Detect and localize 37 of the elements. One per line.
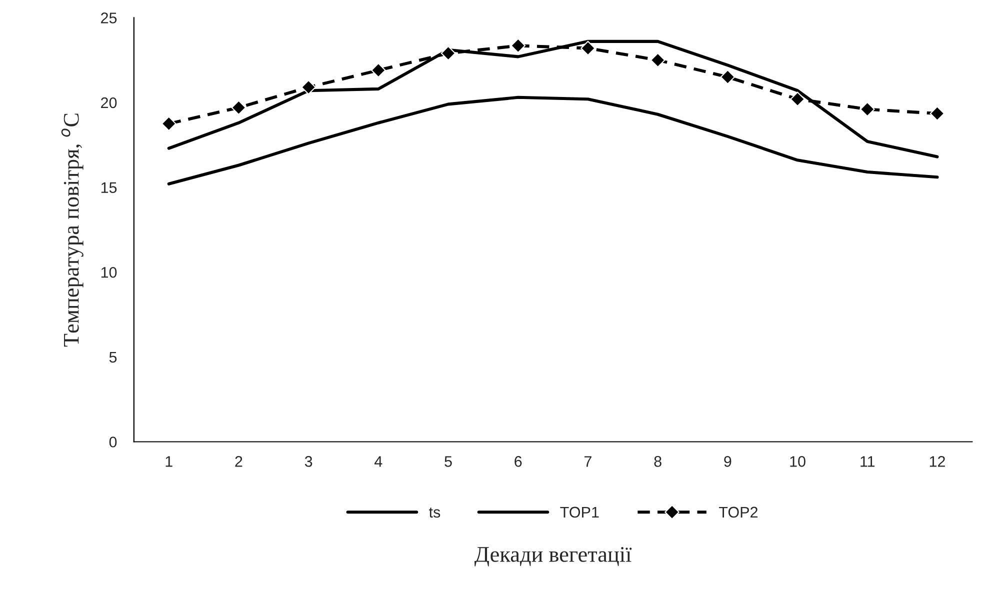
x-tick-label: 5 [444,456,452,467]
legend-label: ts [429,508,440,518]
point [231,100,246,115]
x-tick-label: 2 [235,456,242,467]
x-axis-title: Декади вегетації [474,546,632,566]
point [301,80,316,95]
x-tick-label: 4 [374,456,382,467]
point [790,92,805,106]
point [860,102,875,117]
x-tick-label: 10 [790,456,806,467]
y-tick-label: 25 [101,12,117,24]
y-axis-title: Температура повітря, $^{o}$C [61,114,84,347]
point [650,52,666,68]
point [580,40,596,56]
x-tick-label: 8 [654,456,662,467]
line-series [167,96,939,186]
y-tick-label: 10 [101,266,117,278]
x-tick-label: 7 [584,456,592,467]
y-tick-label: 20 [101,97,117,108]
x-tick-label: 3 [304,456,312,467]
x-tick-label: 1 [166,456,172,467]
point [161,116,176,132]
point [440,46,456,61]
x-tick-label: 12 [930,456,945,467]
point [720,70,736,84]
line-series [167,40,939,158]
point [930,106,945,121]
x-tick-label: 6 [514,456,522,467]
legend-label: TOP2 [718,506,758,518]
x-tick-label: 9 [724,456,732,467]
x-tick-label: 11 [860,456,875,467]
legend-label: TOP1 [560,506,599,518]
point [510,38,526,54]
point [371,62,386,78]
y-tick-label: 15 [101,182,117,193]
y-tick-label: 5 [109,352,117,363]
y-tick-label: 0 [109,436,117,448]
